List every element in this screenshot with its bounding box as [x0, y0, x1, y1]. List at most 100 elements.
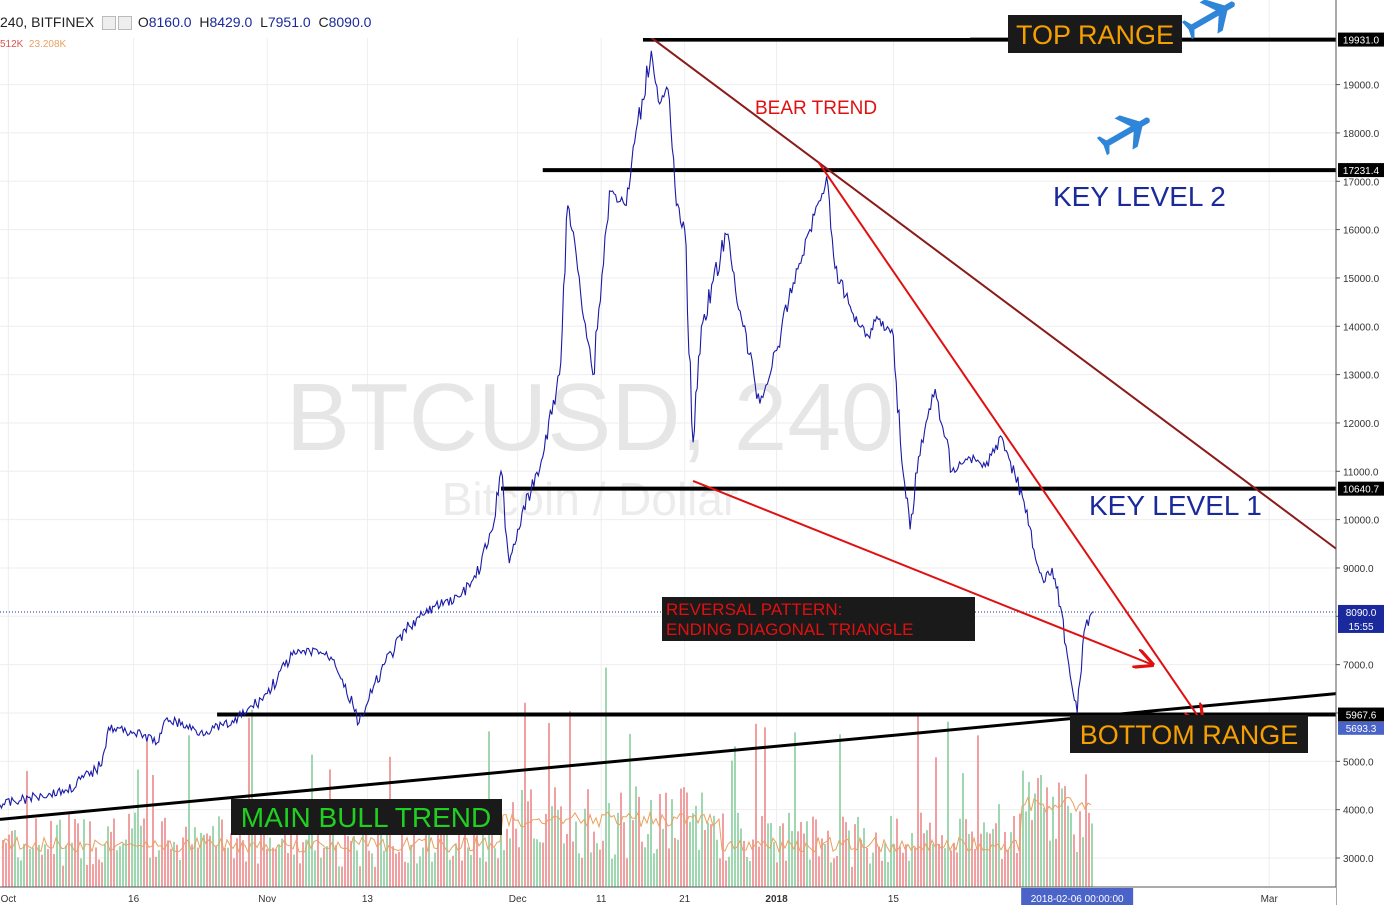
volume-bar — [383, 850, 385, 887]
volume-bar — [812, 816, 814, 887]
volume-bar — [155, 856, 157, 887]
volume-bar — [1037, 778, 1039, 887]
volume-bar — [473, 821, 475, 887]
volume-bar — [434, 852, 436, 887]
high-label: H — [199, 14, 210, 30]
eye-icon[interactable] — [101, 16, 116, 31]
settings-icon[interactable] — [117, 16, 132, 31]
volume-bar — [938, 844, 940, 887]
volume-bar — [644, 847, 646, 887]
reversal-pattern-box — [662, 597, 975, 641]
price-tick-label: 4000.0 — [1343, 806, 1374, 817]
volume-bar — [179, 860, 181, 887]
airplane-icon — [1181, 0, 1235, 40]
volume-bar — [239, 830, 241, 887]
volume-bar — [548, 722, 550, 887]
airplane-icon — [1096, 115, 1150, 156]
low-marker-tag — [1338, 721, 1384, 735]
volume-bar — [920, 812, 922, 887]
volume-bar — [692, 813, 694, 887]
volume-bar — [632, 820, 634, 887]
volume-bar — [422, 847, 424, 887]
volume-bar — [752, 839, 754, 887]
volume-bar — [110, 831, 112, 887]
volume-bar — [503, 850, 505, 887]
price-series — [0, 50, 1094, 810]
volume-bar — [62, 865, 64, 887]
volume-bar — [104, 844, 106, 887]
volume-bar — [71, 842, 73, 887]
volume-bar — [695, 805, 697, 887]
volume-bar — [86, 864, 88, 887]
volume-bar — [35, 818, 37, 887]
volume-bar — [863, 828, 865, 887]
volume-bar — [74, 819, 76, 887]
volume-bar — [185, 826, 187, 887]
volume-bar — [425, 817, 427, 887]
volume-bar — [125, 839, 127, 887]
volume-bar — [242, 840, 244, 887]
volume-bar — [203, 834, 205, 887]
volume-bar — [980, 833, 982, 887]
chart-grid — [0, 0, 1336, 887]
volume-bar — [257, 863, 259, 887]
volume-bar — [308, 823, 310, 887]
reversal-pattern-label: REVERSAL PATTERN: — [666, 600, 842, 619]
volume-bar — [413, 816, 415, 887]
volume-bar — [191, 844, 193, 887]
time-axis-bg — [0, 887, 1336, 905]
volume-bar — [710, 824, 712, 887]
price-tick-label: 17000.0 — [1343, 177, 1380, 188]
volume-bar — [176, 844, 178, 887]
volume-bar — [968, 834, 970, 887]
volume-bar — [884, 843, 886, 887]
volume-bar — [1073, 834, 1075, 887]
volume-bar — [899, 846, 901, 887]
price-axis[interactable]: 3000.04000.05000.06000.07000.08000.09000… — [1335, 0, 1385, 905]
price-tick-label: 5000.0 — [1343, 757, 1374, 768]
volume-bar — [458, 825, 460, 887]
volume-bar — [947, 721, 949, 887]
volume-bar — [704, 830, 706, 887]
volume-bar — [881, 860, 883, 887]
volume-bar — [53, 853, 55, 887]
time-axis[interactable]: Oct 16 Nov 13 Dec 11 21 2018 15 Mar 2018-02-06 00:… — [0, 886, 1336, 905]
volume-bar — [656, 849, 658, 887]
volume-bar — [539, 842, 541, 887]
volume-bar — [959, 818, 961, 887]
time-tick-label: 11 — [596, 894, 607, 905]
open-value: 8160.0 — [148, 14, 192, 30]
volume-bar — [32, 847, 34, 887]
volume-bar — [260, 814, 262, 887]
volume-bar — [119, 846, 121, 887]
volume-bar — [20, 860, 22, 887]
volume-bar — [926, 830, 928, 887]
volume-bar — [902, 852, 904, 887]
time-tick-label: 2018 — [765, 894, 788, 905]
volume-bar — [152, 774, 154, 887]
volume-bar — [1058, 782, 1060, 887]
volume-bar — [728, 856, 730, 887]
volume-bar — [911, 833, 913, 887]
volume-bar — [92, 864, 94, 887]
volume-bar — [629, 733, 631, 887]
volume-bar — [116, 850, 118, 887]
volume-bar — [611, 858, 613, 887]
low-marker-label: 5693.3 — [1346, 724, 1377, 735]
volume-bar — [107, 826, 109, 887]
symbol-label[interactable]: 240, BITFINEX — [0, 14, 95, 30]
volume-bar — [872, 852, 874, 887]
low-label: L — [260, 14, 268, 30]
trendlines — [0, 30, 1337, 821]
trendline — [817, 161, 1202, 723]
volume-bar — [29, 848, 31, 887]
volume-bar — [419, 856, 421, 887]
volume-bar — [986, 832, 988, 887]
volume-bar — [476, 835, 478, 887]
volume-bar — [764, 727, 766, 887]
volume-bar — [869, 863, 871, 887]
volume-bar — [1091, 823, 1093, 887]
volume-bar — [98, 859, 100, 887]
volume-bar — [134, 812, 136, 887]
